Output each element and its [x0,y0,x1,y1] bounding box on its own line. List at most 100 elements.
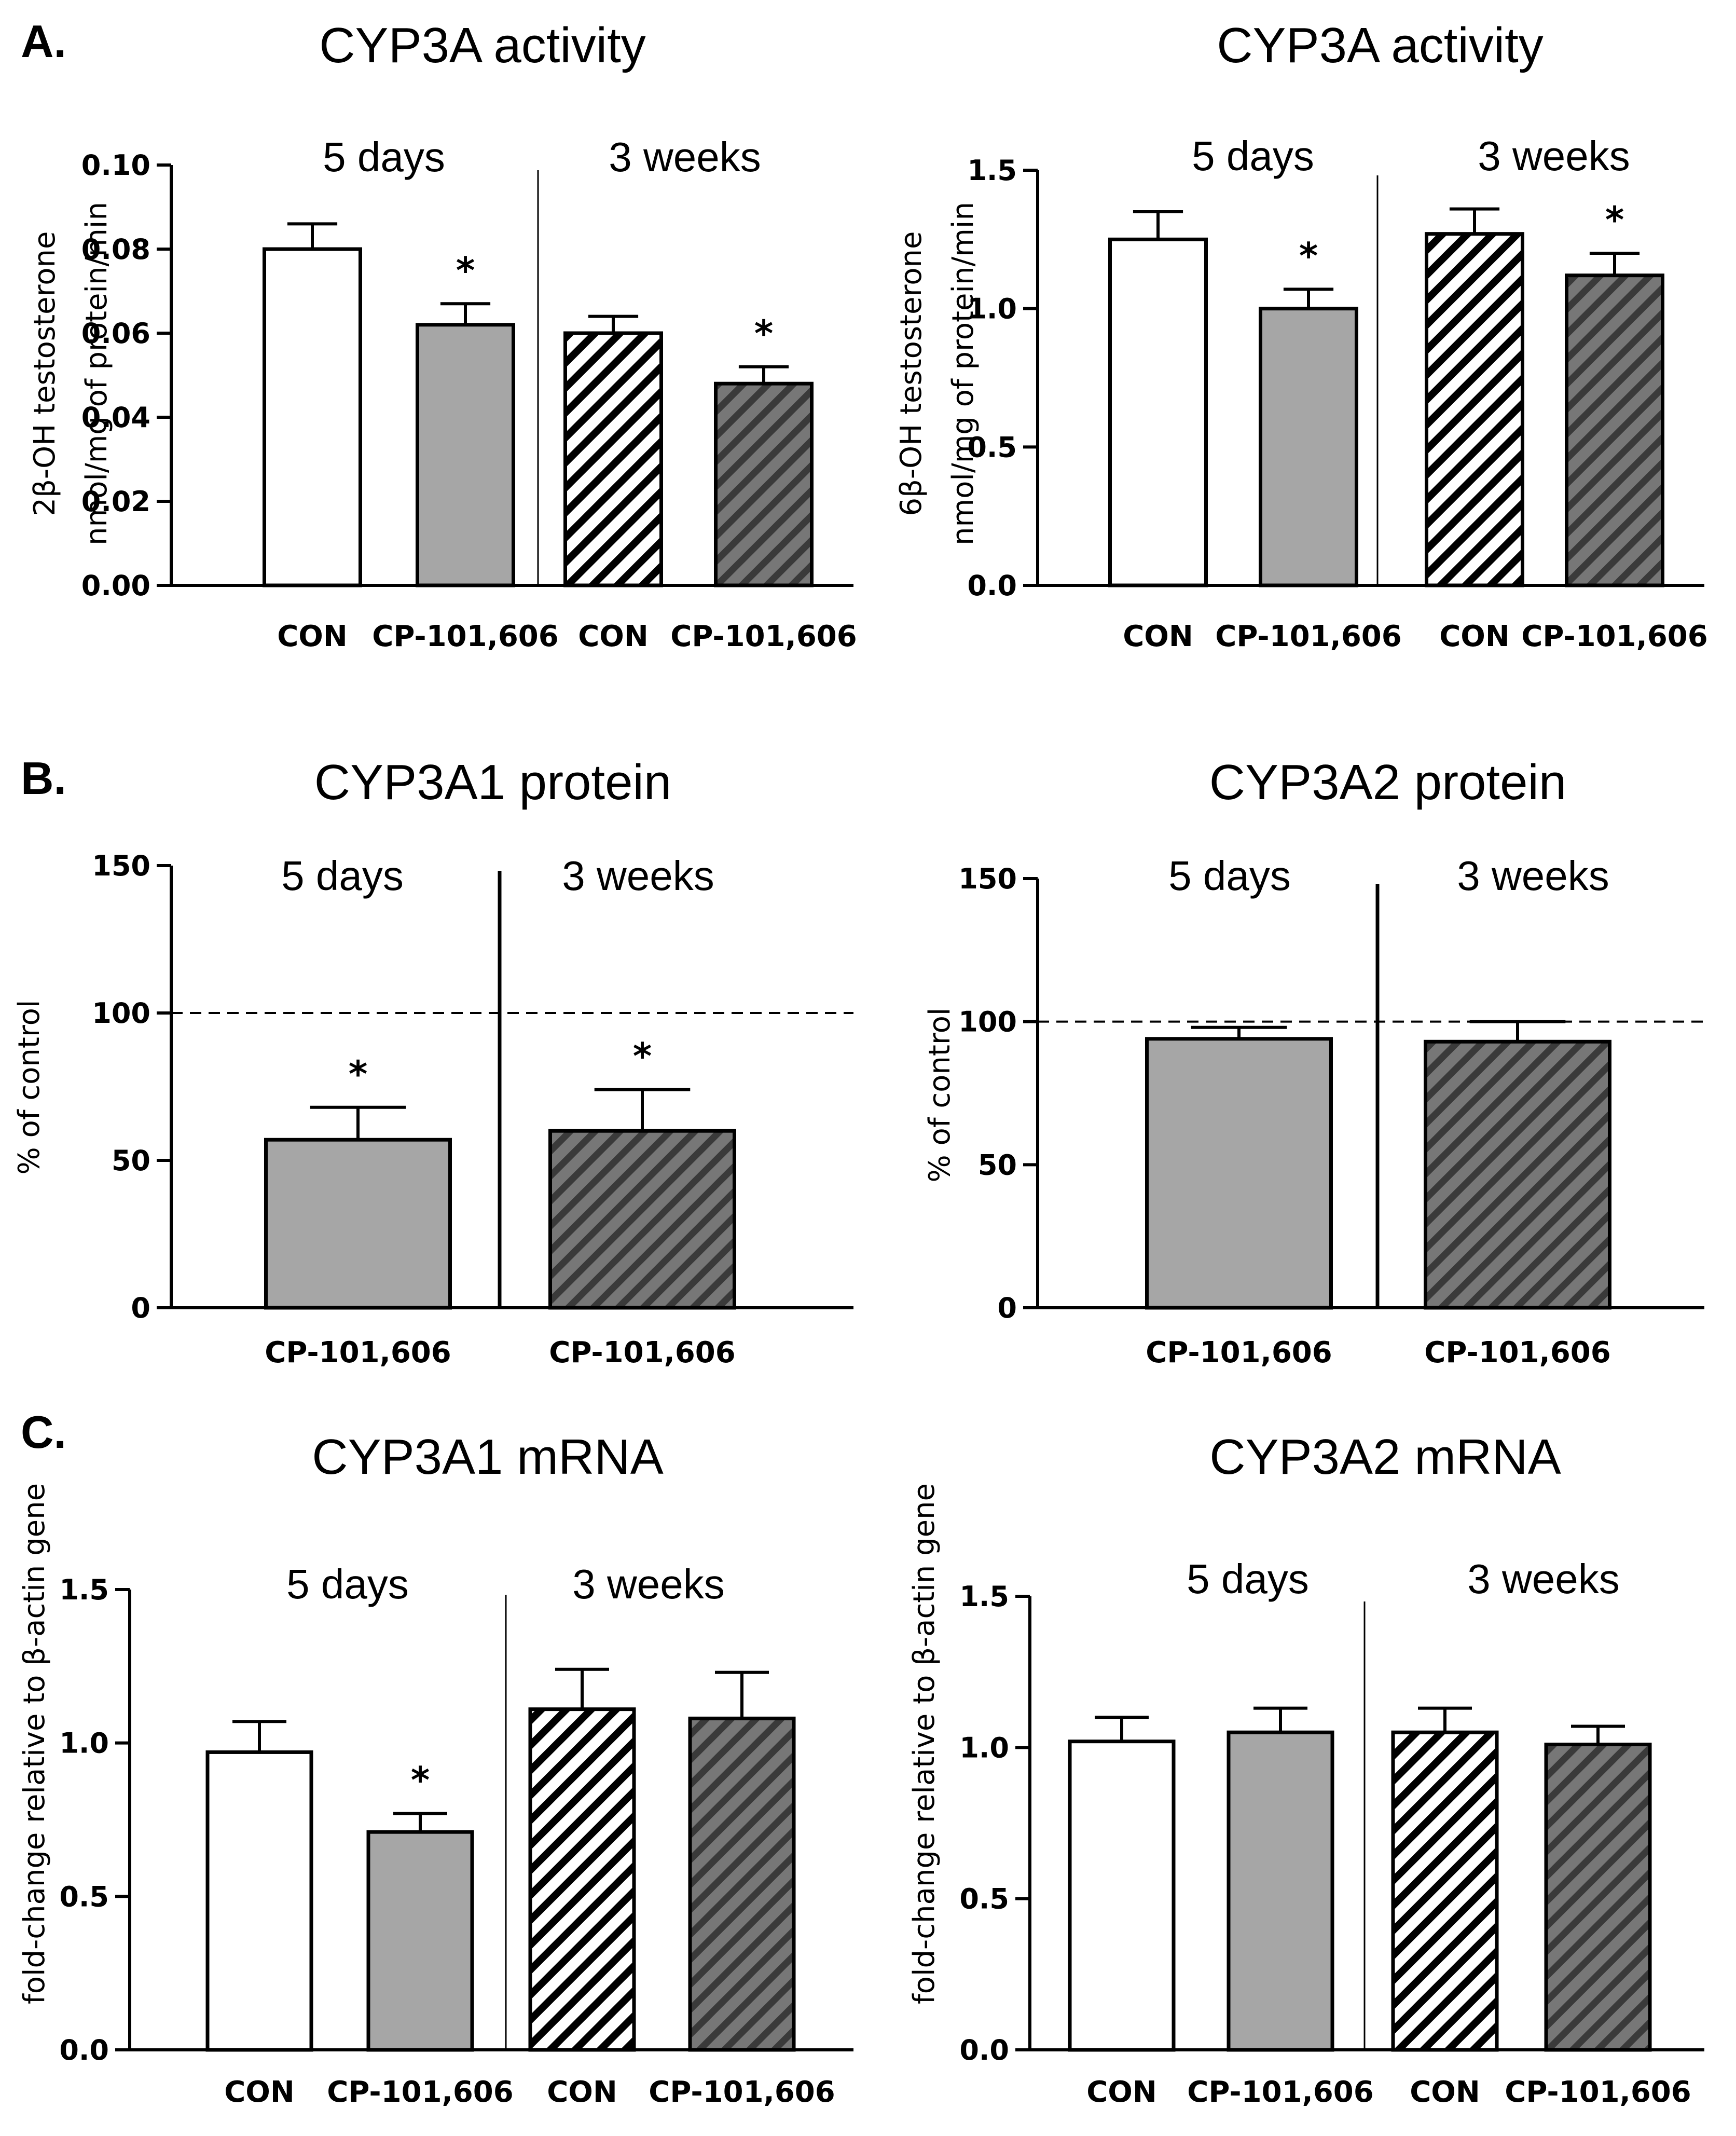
category-label: CP-101,606 [670,620,857,653]
category-label: CP-101,606 [1424,1336,1610,1370]
period-label: 3 weeks [609,134,761,180]
bar [1068,1740,1176,2052]
y-tick-label: 0 [131,1292,150,1324]
bar [1145,1037,1333,1310]
y-tick-label: 150 [958,862,1017,895]
category-label: CP-101,606 [1187,2075,1373,2109]
y-tick-label: 1.5 [959,1580,1009,1613]
y-axis-label: % of control [12,1000,46,1175]
category-label: CP-101,606 [549,1336,735,1370]
category-label: CP-101,606 [372,620,558,653]
panel-letter-b: B. [21,752,66,804]
chart-title: CYP3A activity [1217,18,1544,73]
category-label: CON [277,620,348,653]
y-axis-label: nmol/mg of protein/min [80,202,114,545]
period-label: 5 days [1187,1556,1309,1602]
y-tick-label: 0.10 [81,149,150,182]
y-tick-label: 0.5 [59,1880,109,1913]
category-label: CP-101,606 [1146,1336,1332,1370]
category-label: CP-101,606 [1521,620,1707,653]
y-tick-label: 1.0 [967,293,1017,325]
bar [548,1129,736,1310]
y-tick-label: 0.06 [81,317,150,350]
panel-letter-c: C. [21,1406,66,1458]
significance-star: * [456,249,475,292]
category-label: CON [1123,620,1193,653]
category-label: CON [1439,620,1510,653]
category-label: CP-101,606 [327,2075,513,2109]
category-label: CON [224,2075,295,2109]
y-tick-label: 0.0 [967,569,1017,602]
chart-title: CYP3A activity [319,18,646,73]
y-axis-label: 2β-OH testosterone [28,231,62,516]
chart-a-right: CYP3A activity 0.0 0.5 1.0 1.5 6β-OH testoste… [894,18,1708,653]
period-label: 5 days [286,1561,409,1607]
y-tick-label: 150 [92,850,150,882]
category-label: CON [1086,2075,1157,2109]
bar [688,1716,796,2052]
chart-a-left: CYP3A activity 0.00 0.02 0.04 0.06 0.08 0.10 2β… [28,18,857,653]
bar [1565,273,1664,587]
y-axis-label: fold-change relative to β-actin gene [907,1483,941,2004]
panel-letter-a: A. [21,16,66,67]
category-label: CP-101,606 [649,2075,835,2109]
bar [1424,1039,1611,1310]
chart-b-right: CYP3A2 protein 0 50 100 150 % of control 5 day… [923,755,1704,1370]
period-label: 3 weeks [562,853,714,899]
y-tick-label: 0.0 [959,2034,1009,2066]
chart-title: CYP3A2 protein [1209,755,1566,810]
y-tick-label: 50 [112,1144,150,1177]
y-tick-label: 0 [997,1292,1017,1324]
period-label: 5 days [1192,133,1314,179]
significance-star: * [633,1035,652,1078]
chart-title: CYP3A2 mRNA [1209,1429,1561,1485]
bar [1227,1730,1334,2052]
y-axis-label: nmol/mg of protein/min [946,202,980,545]
y-tick-label: 0.02 [81,485,150,518]
bar [1108,237,1208,587]
bar [416,323,515,587]
y-tick-label: 50 [978,1148,1017,1181]
bar [366,1830,474,2052]
bar [1544,1743,1652,2052]
bar [714,381,814,587]
chart-b-left: CYP3A1 protein 0 50 100 150 % of control 5 day… [12,755,853,1370]
y-tick-label: 0.0 [59,2034,109,2066]
bar [264,1138,452,1310]
significance-star: * [349,1053,368,1096]
chart-title: CYP3A1 mRNA [312,1429,664,1485]
y-tick-label: 0.04 [81,401,150,434]
bar [205,1750,313,2052]
y-tick-label: 1.5 [967,154,1017,187]
y-tick-label: 1.0 [59,1727,109,1760]
y-tick-label: 0.5 [959,1883,1009,1915]
period-label: 3 weeks [1457,853,1609,899]
significance-star: * [1605,199,1624,241]
y-tick-label: 1.5 [59,1573,109,1606]
category-label: CP-101,606 [265,1336,451,1370]
bar [263,247,362,587]
y-tick-label: 100 [958,1006,1017,1038]
category-label: CON [578,620,649,653]
period-label: 3 weeks [572,1561,724,1607]
y-tick-label: 100 [92,997,150,1030]
bar [1425,232,1524,587]
y-tick-label: 0.5 [967,431,1017,463]
category-label: CON [1410,2075,1480,2109]
bar [1391,1730,1499,2052]
bar [1259,307,1358,587]
chart-c-right: CYP3A2 mRNA 0.0 0.5 1.0 1.5 fold-change relat… [907,1429,1704,2109]
y-tick-label: 0.08 [81,233,150,266]
category-label: CON [547,2075,617,2109]
significance-star: * [411,1759,430,1802]
category-label: CP-101,606 [1505,2075,1691,2109]
period-label: 5 days [323,134,445,180]
bar [563,331,663,587]
y-tick-label: 0.00 [81,569,150,602]
period-label: 5 days [1168,853,1291,899]
significance-star: * [1299,235,1318,277]
bar [528,1707,636,2052]
significance-star: * [754,312,774,355]
